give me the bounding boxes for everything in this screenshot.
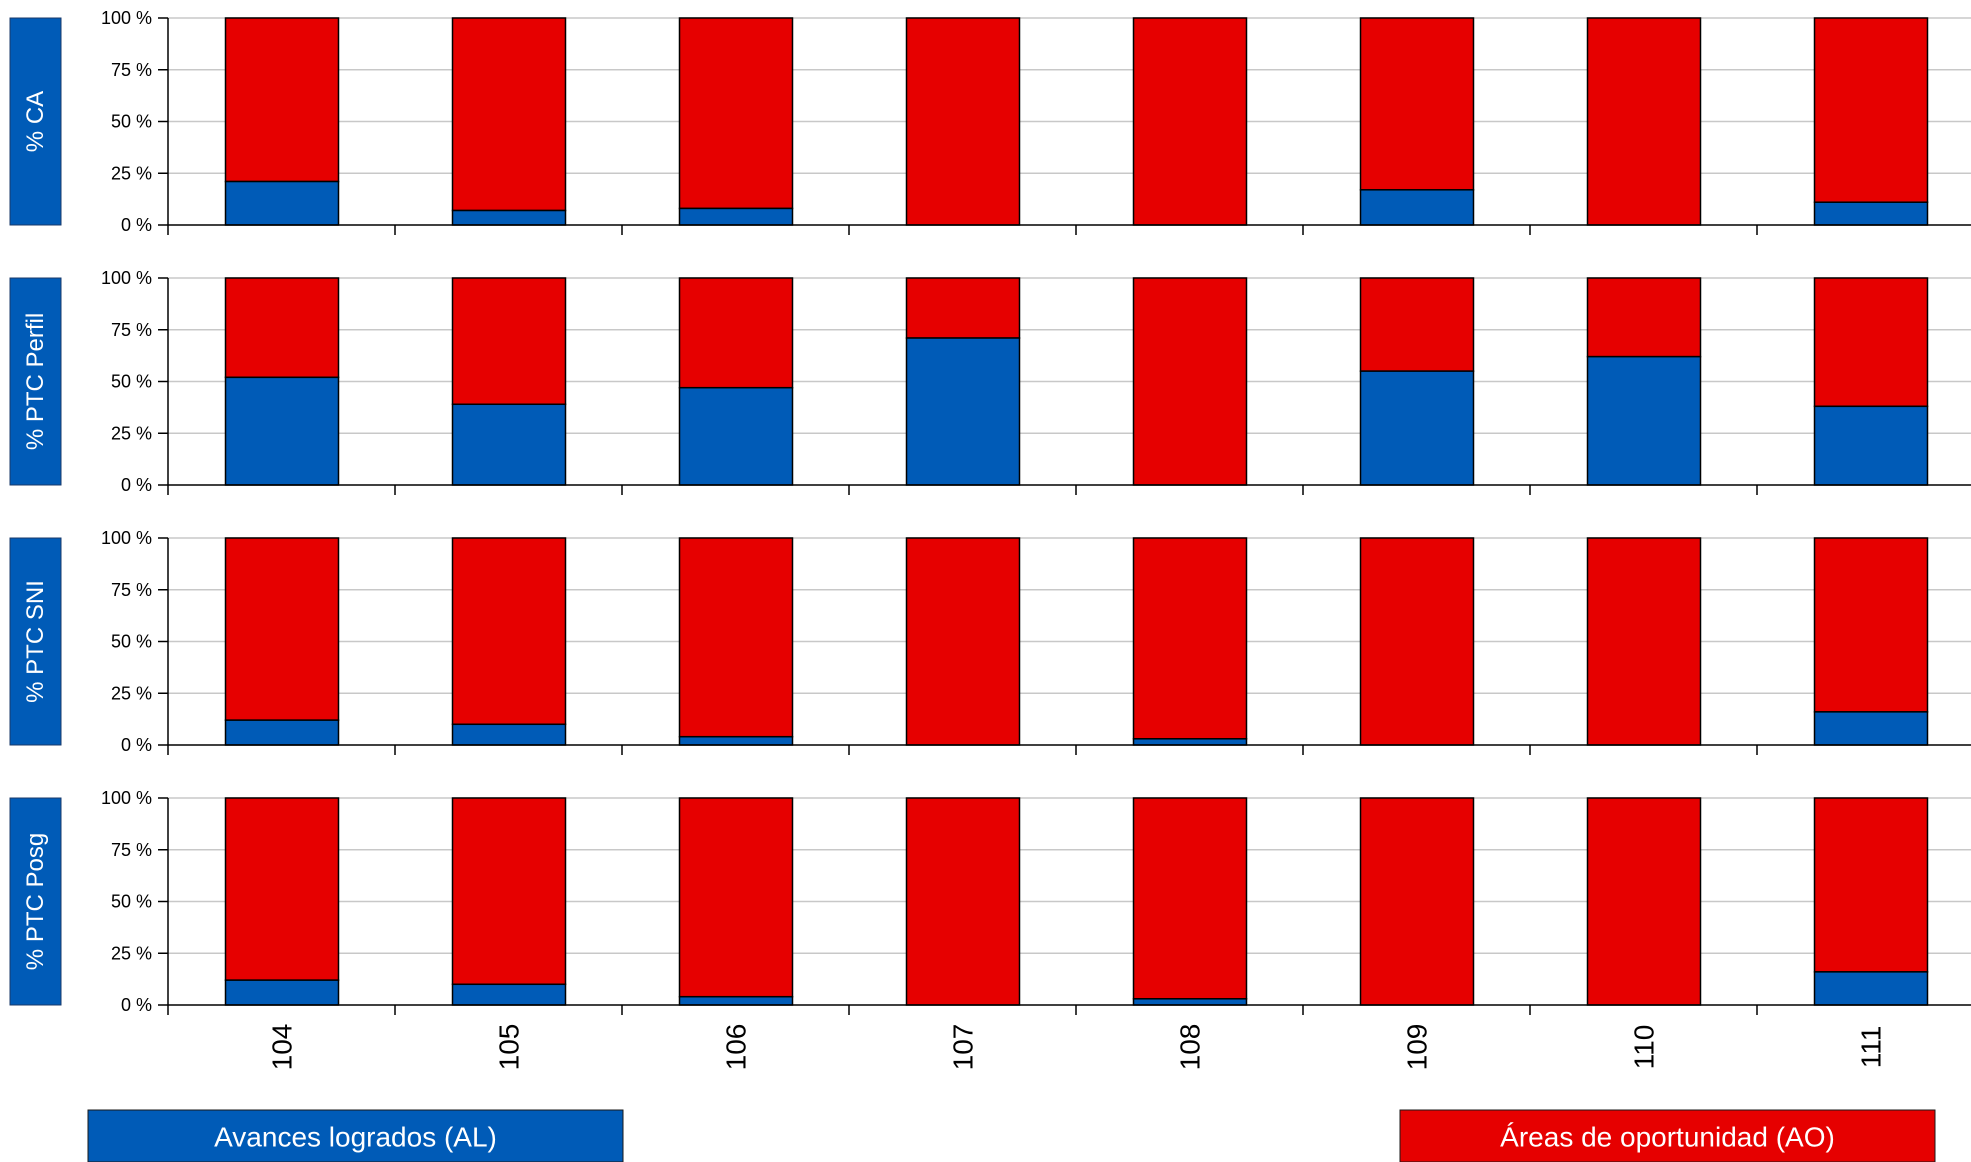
x-tick-label: 111	[1856, 1026, 1887, 1069]
y-tick-label: 75 %	[111, 320, 152, 340]
y-tick-label: 100 %	[101, 268, 152, 288]
bar-al	[678, 207, 794, 226]
bar-al	[1586, 355, 1702, 486]
bar-al	[678, 735, 794, 746]
bar-ao	[905, 17, 1021, 226]
bar-al	[451, 209, 567, 226]
bar-ao	[1586, 17, 1702, 226]
bar-ao	[1813, 277, 1929, 408]
y-tick-label: 75 %	[111, 60, 152, 80]
panel-label-box	[9, 17, 62, 226]
y-tick-label: 50 %	[111, 892, 152, 912]
bar-ao	[905, 277, 1021, 339]
bar-ao	[224, 537, 340, 721]
bar-ao	[224, 797, 340, 981]
bar-al	[1359, 370, 1475, 486]
bar-ao	[905, 797, 1021, 1006]
bar-al	[224, 180, 340, 226]
bar-ao	[1586, 537, 1702, 746]
bar-ao	[905, 537, 1021, 746]
y-tick-label: 0 %	[121, 475, 152, 495]
panel-ylabel: % PTC SNI	[22, 580, 49, 703]
x-tick-label: 109	[1402, 1024, 1433, 1071]
y-tick-label: 50 %	[111, 112, 152, 132]
bar-al	[1813, 971, 1929, 1006]
bar-al	[1359, 189, 1475, 226]
x-tick-label: 110	[1629, 1025, 1660, 1070]
axes-layer: 0 % 25 % 50 % 75 % 100 % 0 % 25 % 50 % 75 % 100 %…	[101, 8, 1971, 1015]
labels-layer: % CA % PTC Perfil % PTC SNI % PTC Posg 104 10…	[9, 17, 1887, 1071]
bar-ao	[1813, 537, 1929, 713]
bar-al	[905, 337, 1021, 486]
bar-ao	[224, 277, 340, 379]
legend: Avances logrados (AL) Áreas de oportunida…	[87, 1109, 1936, 1162]
panel-ylabel: % PTC Posg	[22, 833, 49, 970]
bar-al	[451, 983, 567, 1006]
bar-al	[1813, 201, 1929, 226]
bar-al	[451, 403, 567, 486]
bar-ao	[1359, 17, 1475, 191]
bar-ao	[1586, 797, 1702, 1006]
y-tick-label: 0 %	[121, 215, 152, 235]
bar-al	[224, 979, 340, 1006]
bar-ao	[1813, 17, 1929, 203]
panel-label-box	[9, 537, 62, 746]
x-tick-label: 105	[494, 1024, 525, 1071]
bar-ao	[1132, 17, 1248, 226]
bar-ao	[224, 17, 340, 183]
y-tick-label: 25 %	[111, 683, 152, 703]
bar-ao	[1359, 277, 1475, 372]
y-tick-label: 0 %	[121, 735, 152, 755]
bar-al	[678, 995, 794, 1006]
x-tick-label: 104	[267, 1024, 298, 1071]
bar-ao	[1359, 797, 1475, 1006]
bar-al	[1813, 711, 1929, 746]
bar-al	[1132, 738, 1248, 746]
bar-al	[224, 719, 340, 746]
bar-ao	[678, 797, 794, 998]
bar-ao	[1813, 797, 1929, 973]
bar-ao	[1132, 797, 1248, 1000]
bar-ao	[678, 17, 794, 210]
bar-ao	[1359, 537, 1475, 746]
bar-ao	[1586, 277, 1702, 358]
panel-ylabel: % PTC Perfil	[22, 313, 49, 450]
y-tick-label: 100 %	[101, 788, 152, 808]
bar-ao	[451, 17, 567, 212]
bar-al	[224, 376, 340, 486]
y-tick-label: 100 %	[101, 8, 152, 28]
bars-layer	[224, 17, 1929, 1006]
legend-item-label: Áreas de oportunidad (AO)	[1500, 1122, 1835, 1153]
y-tick-label: 0 %	[121, 995, 152, 1015]
legend-item-box	[1399, 1109, 1936, 1162]
y-tick-label: 50 %	[111, 372, 152, 392]
panel-label-box	[9, 277, 62, 486]
bar-ao	[1132, 537, 1248, 740]
y-tick-label: 75 %	[111, 840, 152, 860]
bar-ao	[451, 797, 567, 986]
y-tick-label: 25 %	[111, 163, 152, 183]
bar-al	[1132, 998, 1248, 1006]
y-tick-label: 50 %	[111, 632, 152, 652]
bar-ao	[451, 537, 567, 726]
legend-item-label: Avances logrados (AL)	[214, 1122, 497, 1153]
panel-label-box	[9, 797, 62, 1006]
legend-item-box	[87, 1109, 624, 1162]
bar-ao	[678, 537, 794, 738]
bar-ao	[1132, 277, 1248, 486]
bar-al	[451, 723, 567, 746]
x-tick-label: 106	[721, 1024, 752, 1071]
panel-ylabel: % CA	[22, 91, 49, 152]
x-tick-label: 108	[1175, 1024, 1206, 1071]
bar-al	[1813, 405, 1929, 486]
bar-al	[678, 386, 794, 486]
y-tick-label: 25 %	[111, 423, 152, 443]
bar-ao	[451, 277, 567, 406]
y-tick-label: 25 %	[111, 943, 152, 963]
y-tick-label: 100 %	[101, 528, 152, 548]
y-tick-label: 75 %	[111, 580, 152, 600]
x-tick-label: 107	[948, 1024, 979, 1071]
bar-ao	[678, 277, 794, 389]
